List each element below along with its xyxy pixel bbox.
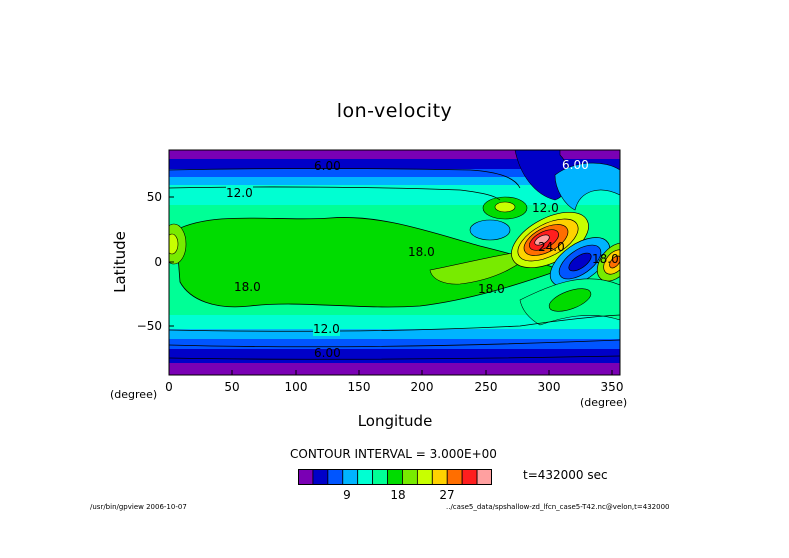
band-south-1: [169, 349, 620, 363]
time-label: t=432000 sec: [523, 468, 608, 482]
colorbar-cell: [298, 469, 314, 485]
contour-label: 24.0: [538, 240, 565, 254]
high-north-core: [494, 201, 516, 213]
band-north-2: [169, 169, 620, 177]
contour-field: [169, 150, 620, 375]
trough-north: [514, 150, 570, 201]
band-south-2: [169, 339, 620, 349]
colorbar-cell: [342, 469, 359, 485]
jet-33: [534, 234, 550, 246]
band-polar-south: [169, 363, 620, 375]
colorbar-cell: [446, 469, 463, 485]
y-tick-label: 50: [146, 190, 162, 204]
contour-interval-text: CONTOUR INTERVAL = 3.000E+00: [290, 447, 497, 461]
high-east-core: [609, 255, 620, 269]
contour-line-s1: [169, 314, 620, 332]
x-unit-right: (degree): [580, 396, 628, 409]
colorbar-tick-label: 18: [390, 488, 406, 502]
colorbar-tick-label: 9: [343, 488, 351, 502]
band-north-1: [169, 159, 620, 169]
contour-line-s3: [169, 355, 620, 360]
y-ticks: [169, 196, 174, 327]
x-tick-label: 50: [224, 380, 240, 394]
x-tick-label: 250: [474, 380, 498, 394]
contour-line-n1: [169, 168, 521, 189]
colorbar-tick-label: 27: [439, 488, 455, 502]
wave-south-core: [548, 288, 592, 312]
contour-label: 18.0: [408, 245, 435, 259]
swirl-north-east: [554, 162, 620, 211]
x-tick-label: 0: [165, 380, 173, 394]
low-se-core: [568, 252, 592, 272]
contour-label: 18.0: [478, 282, 505, 296]
contour-label: 18.0: [234, 280, 261, 294]
band-polar-north: [169, 150, 620, 159]
y-tick-label: 0: [154, 255, 162, 269]
footer-left: /usr/bin/gpview 2006-10-07: [90, 503, 187, 511]
contour-label: 6.00: [314, 159, 341, 173]
colorbar-cell: [416, 469, 433, 485]
x-tick-label: 150: [347, 380, 371, 394]
x-tick-label: 100: [284, 380, 308, 394]
contour-label: 12.0: [532, 201, 559, 215]
x-ticks: [168, 370, 613, 375]
x-unit-left: (degree): [110, 388, 158, 401]
colorbar-cell: [476, 469, 492, 485]
band-north-3: [169, 177, 620, 185]
contour-label: 6.00: [314, 346, 341, 360]
region-21-east: [429, 249, 536, 285]
colorbar-cell: [372, 469, 388, 485]
x-tick-label: 300: [537, 380, 561, 394]
contour-label: 12.0: [226, 186, 253, 200]
x-axis-label: Longitude: [357, 412, 433, 430]
contour-label: 6.00: [562, 158, 589, 172]
colorbar-cell: [387, 469, 403, 485]
x-tick-label: 200: [410, 380, 434, 394]
region-24-west: [169, 233, 179, 255]
band-south-3: [169, 329, 620, 339]
colorbar-cell: [312, 469, 329, 485]
colorbar-cell: [402, 469, 418, 485]
band-south-4: [169, 315, 620, 329]
contour-label: 12.0: [313, 322, 340, 336]
x-tick-label: 350: [600, 380, 624, 394]
colorbar-cell: [431, 469, 448, 485]
y-tick-label: −50: [136, 319, 162, 333]
colorbar-cell: [357, 469, 374, 485]
contour-label: 18.0: [592, 252, 619, 266]
contour-line-s2: [169, 339, 620, 348]
colorbar-cell: [327, 469, 344, 485]
low-north-west: [469, 219, 511, 241]
colorbar-cell: [461, 469, 478, 485]
chart-title: lon-velocity: [336, 100, 453, 122]
footer-right: ../case5_data/spshallow-zd_lfcn_case5-T4…: [446, 503, 670, 511]
colorbar: [298, 469, 492, 485]
